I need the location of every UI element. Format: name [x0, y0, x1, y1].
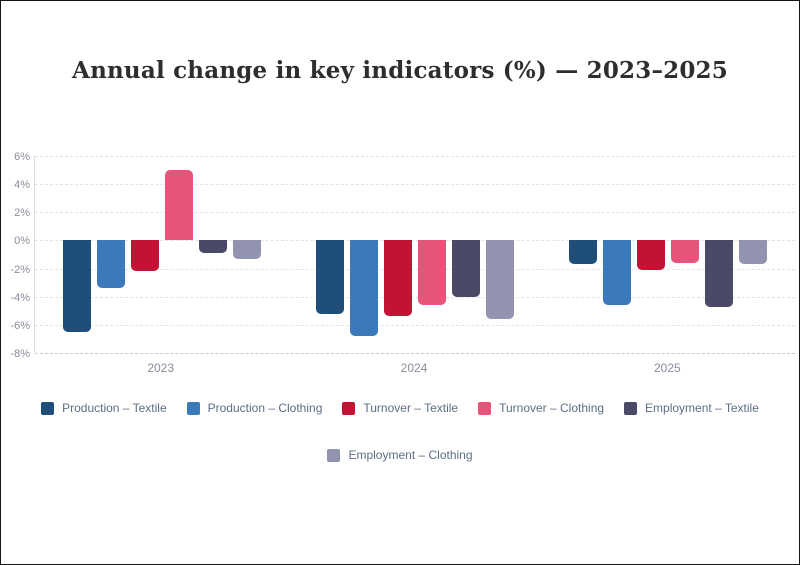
- legend-item-employment-clothing[interactable]: Employment – Clothing: [327, 448, 473, 462]
- group-column-2024: [288, 156, 541, 353]
- legend-swatch-icon: [478, 402, 492, 415]
- bar-turnover-textile-2024[interactable]: [383, 240, 412, 317]
- y-tick-label: -4%: [10, 291, 30, 304]
- legend-swatch-icon: [41, 402, 55, 415]
- bar-turnover-clothing-2025[interactable]: [671, 240, 700, 263]
- bar-turnover-textile-2025[interactable]: [637, 240, 666, 270]
- group-column-2025: [542, 156, 795, 353]
- y-tick-label: 2%: [14, 207, 30, 220]
- bar-groups: [35, 156, 795, 353]
- gridline-6: 6%: [14, 152, 795, 163]
- gridline--6: -6%: [10, 320, 795, 331]
- bar-employment-textile-2024[interactable]: [451, 240, 480, 297]
- bar-turnover-textile-2023[interactable]: [130, 240, 159, 272]
- bar-production-clothing-2025[interactable]: [603, 240, 632, 306]
- gridline-0: 0%: [14, 236, 795, 247]
- legend-item-employment-textile[interactable]: Employment – Textile: [624, 402, 759, 415]
- gridline--8: -8%: [10, 349, 795, 360]
- legend-label: Turnover – Textile: [363, 401, 459, 415]
- x-tick-2025: 2025: [653, 361, 681, 375]
- legend-label: Employment – Textile: [645, 401, 759, 415]
- legend-swatch-icon: [342, 402, 356, 415]
- legend-label: Production – Clothing: [207, 401, 323, 415]
- gridline-2: 2%: [14, 208, 795, 219]
- x-tick-2024: 2024: [400, 361, 428, 375]
- bar-group-2023: [62, 156, 261, 353]
- y-tick-label: 4%: [14, 179, 30, 192]
- bar-employment-textile-2023[interactable]: [198, 240, 227, 254]
- legend-label: Employment – Clothing: [348, 448, 473, 462]
- bar-employment-clothing-2024[interactable]: [485, 240, 514, 320]
- y-tick-label: 0%: [14, 235, 30, 248]
- bar-production-textile-2023[interactable]: [62, 240, 91, 332]
- x-tick-2023: 2023: [147, 361, 175, 375]
- legend-item-production-clothing[interactable]: Production – Clothing: [186, 401, 323, 415]
- bar-production-textile-2024[interactable]: [315, 240, 344, 314]
- legend: Production – Textile Production – Clothin…: [11, 402, 789, 462]
- bar-group-2025: [569, 156, 768, 353]
- bar-group-2024: [315, 156, 514, 353]
- bar-production-clothing-2024[interactable]: [349, 240, 378, 337]
- bar-employment-textile-2025[interactable]: [705, 240, 734, 307]
- bar-production-textile-2025[interactable]: [569, 240, 598, 265]
- bar-employment-clothing-2025[interactable]: [739, 240, 768, 265]
- legend-swatch-icon: [624, 402, 638, 415]
- legend-label: Production – Textile: [62, 401, 167, 415]
- bar-turnover-clothing-2024[interactable]: [417, 240, 446, 306]
- y-tick-label: -8%: [10, 348, 30, 360]
- legend-swatch-icon: [327, 449, 341, 462]
- legend-swatch-icon: [186, 402, 200, 415]
- y-tick-label: -2%: [10, 263, 30, 276]
- chart-title: Annual change in key indicators (%) — 20…: [72, 57, 728, 84]
- legend-item-turnover-clothing[interactable]: Turnover – Clothing: [478, 402, 604, 415]
- gridline-4: 4%: [14, 180, 795, 191]
- legend-item-turnover-textile[interactable]: Turnover – Textile: [342, 402, 458, 415]
- y-tick-label: -6%: [10, 319, 30, 332]
- legend-label: Turnover – Clothing: [499, 401, 605, 415]
- bar-turnover-clothing-2023[interactable]: [164, 170, 193, 241]
- gridline--2: -2%: [10, 264, 795, 275]
- bar-employment-clothing-2023[interactable]: [232, 240, 261, 259]
- plot-area: 6% 4% 2% 0% -2% -4% -6% -8%: [10, 152, 795, 360]
- group-column-2023: [35, 156, 288, 353]
- y-tick-label: 6%: [14, 151, 30, 163]
- gridline--4: -4%: [10, 292, 795, 303]
- legend-item-production-textile[interactable]: Production – Textile: [41, 402, 167, 415]
- x-axis: 2023 2024 2025: [34, 361, 794, 375]
- bar-production-clothing-2023[interactable]: [96, 240, 125, 289]
